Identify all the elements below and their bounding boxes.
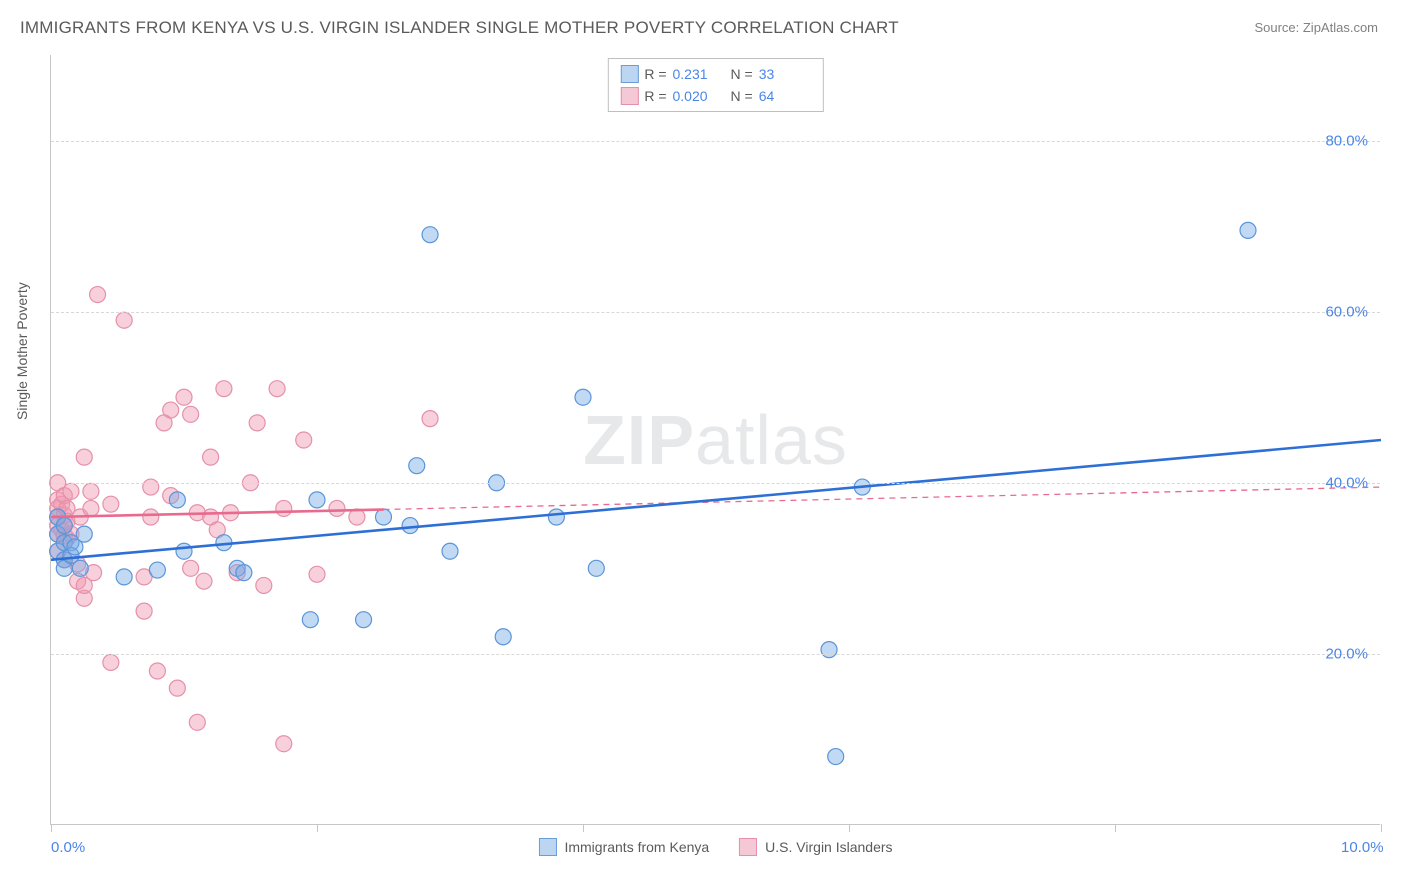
legend-label-1: U.S. Virgin Islanders: [765, 839, 892, 855]
data-point: [143, 479, 159, 495]
data-point: [409, 458, 425, 474]
gridline-y: [51, 141, 1380, 142]
xtick: [849, 824, 850, 832]
data-point: [828, 749, 844, 765]
data-point: [143, 509, 159, 525]
data-point: [176, 389, 192, 405]
data-point: [56, 518, 72, 534]
data-point: [249, 415, 265, 431]
chart-svg: [51, 55, 1380, 824]
data-point: [376, 509, 392, 525]
trend-line: [51, 440, 1381, 560]
data-point: [216, 381, 232, 397]
data-point: [103, 654, 119, 670]
chart-title: IMMIGRANTS FROM KENYA VS U.S. VIRGIN ISL…: [20, 18, 899, 38]
legend-stats-row-1: R = 0.020 N = 64: [620, 85, 810, 107]
data-point: [302, 612, 318, 628]
legend-label-0: Immigrants from Kenya: [564, 839, 709, 855]
source-attribution: Source: ZipAtlas.com: [1254, 20, 1378, 35]
data-point: [163, 402, 179, 418]
data-point: [116, 569, 132, 585]
data-point: [548, 509, 564, 525]
data-point: [356, 612, 372, 628]
data-point: [203, 449, 219, 465]
data-point: [256, 577, 272, 593]
swatch-bottom-1: [739, 838, 757, 856]
data-point: [821, 642, 837, 658]
ytick-label: 80.0%: [1325, 132, 1368, 149]
data-point: [76, 449, 92, 465]
gridline-y: [51, 483, 1380, 484]
data-point: [329, 500, 345, 516]
data-point: [1240, 222, 1256, 238]
data-point: [422, 411, 438, 427]
data-point: [76, 526, 92, 542]
gridline-y: [51, 312, 1380, 313]
ytick-label: 40.0%: [1325, 474, 1368, 491]
xtick-label: 10.0%: [1341, 839, 1384, 856]
data-point: [90, 287, 106, 303]
legend-stats: R = 0.231 N = 33 R = 0.020 N = 64: [607, 58, 823, 112]
data-point: [236, 565, 252, 581]
legend-series: Immigrants from Kenya U.S. Virgin Island…: [538, 838, 892, 856]
data-point: [103, 496, 119, 512]
xtick: [317, 824, 318, 832]
data-point: [149, 562, 165, 578]
xtick-label: 0.0%: [51, 839, 85, 856]
data-point: [136, 603, 152, 619]
data-point: [442, 543, 458, 559]
data-point: [309, 566, 325, 582]
swatch-bottom-0: [538, 838, 556, 856]
data-point: [196, 573, 212, 589]
y-axis-label: Single Mother Poverty: [14, 282, 30, 420]
data-point: [169, 492, 185, 508]
plot-area: ZIPatlas R = 0.231 N = 33 R = 0.020 N = …: [50, 55, 1380, 825]
legend-item-0: Immigrants from Kenya: [538, 838, 709, 856]
data-point: [309, 492, 325, 508]
xtick: [1115, 824, 1116, 832]
data-point: [422, 227, 438, 243]
data-point: [183, 560, 199, 576]
swatch-series-1: [620, 87, 638, 105]
data-point: [276, 500, 292, 516]
data-point: [402, 518, 418, 534]
gridline-y: [51, 654, 1380, 655]
data-point: [588, 560, 604, 576]
ytick-label: 20.0%: [1325, 645, 1368, 662]
data-point: [169, 680, 185, 696]
data-point: [63, 483, 79, 499]
data-point: [296, 432, 312, 448]
xtick: [1381, 824, 1382, 832]
data-point: [189, 714, 205, 730]
data-point: [83, 483, 99, 499]
data-point: [276, 736, 292, 752]
data-point: [72, 560, 88, 576]
data-point: [83, 500, 99, 516]
legend-item-1: U.S. Virgin Islanders: [739, 838, 892, 856]
data-point: [176, 543, 192, 559]
trend-line-extension: [384, 487, 1382, 509]
xtick: [583, 824, 584, 832]
data-point: [269, 381, 285, 397]
legend-stats-row-0: R = 0.231 N = 33: [620, 63, 810, 85]
data-point: [116, 312, 132, 328]
ytick-label: 60.0%: [1325, 303, 1368, 320]
xtick: [51, 824, 52, 832]
swatch-series-0: [620, 65, 638, 83]
data-point: [149, 663, 165, 679]
data-point: [495, 629, 511, 645]
data-point: [183, 406, 199, 422]
data-point: [575, 389, 591, 405]
